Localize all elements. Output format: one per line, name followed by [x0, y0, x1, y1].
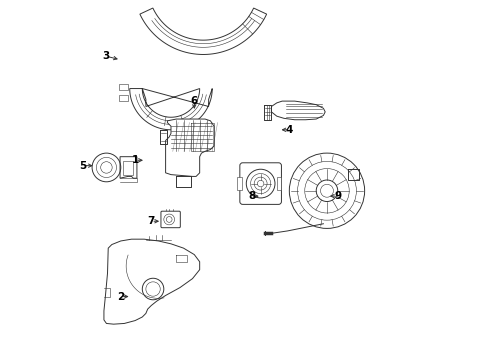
Text: 8: 8	[247, 191, 255, 201]
Polygon shape	[165, 119, 214, 176]
Bar	[122, 161, 133, 175]
Polygon shape	[140, 8, 266, 54]
Bar	[119, 95, 128, 101]
Polygon shape	[104, 239, 199, 324]
Text: 9: 9	[333, 191, 341, 201]
Text: 4: 4	[285, 125, 292, 135]
Text: 6: 6	[190, 96, 198, 106]
Polygon shape	[120, 157, 137, 178]
Text: 7: 7	[147, 216, 155, 226]
Text: 5: 5	[80, 161, 86, 171]
Bar	[119, 84, 128, 90]
Text: 3: 3	[102, 51, 110, 61]
Polygon shape	[271, 101, 325, 120]
Text: 1: 1	[131, 155, 139, 165]
Polygon shape	[129, 89, 212, 130]
Bar	[276, 177, 281, 190]
FancyBboxPatch shape	[161, 211, 180, 228]
Bar	[237, 177, 241, 190]
Circle shape	[289, 153, 364, 228]
Text: 2: 2	[117, 292, 124, 302]
FancyBboxPatch shape	[239, 163, 281, 204]
